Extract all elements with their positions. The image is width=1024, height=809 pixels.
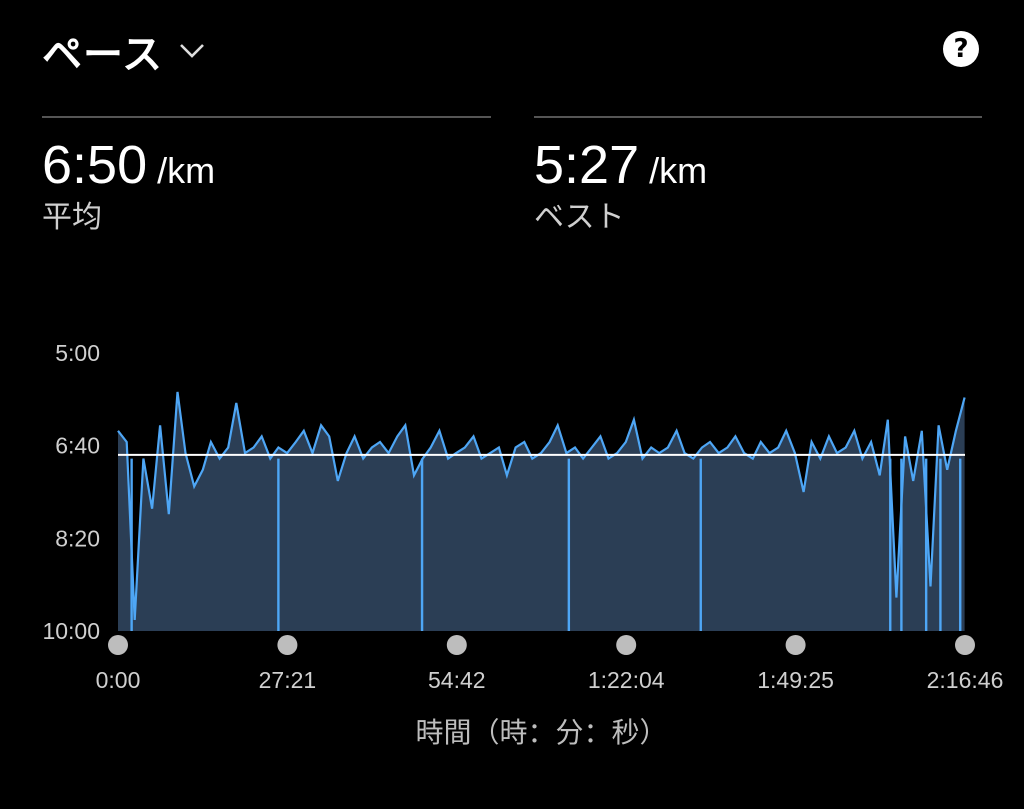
y-tick-label: 6:40 xyxy=(55,433,100,459)
help-icon[interactable]: ? xyxy=(943,31,979,67)
x-tick-label: 0:00 xyxy=(96,667,141,693)
x-tick-dot[interactable] xyxy=(955,635,975,655)
stat-best-unit: /km xyxy=(649,150,708,191)
stat-average-label: 平均 xyxy=(42,200,102,235)
metric-title: ペース xyxy=(42,32,163,78)
x-tick-dot[interactable] xyxy=(108,635,128,655)
stat-average: 6:50/km 平均 xyxy=(42,134,215,236)
x-axis-label: 時間（時：分：秒） xyxy=(415,716,667,749)
x-tick-dot[interactable] xyxy=(446,635,467,655)
x-tick-label: 1:22:04 xyxy=(588,667,665,693)
y-tick-label: 10:00 xyxy=(42,618,100,644)
divider-left xyxy=(42,116,491,118)
pace-area xyxy=(118,391,965,631)
divider-right xyxy=(534,116,982,118)
x-tick-dot[interactable] xyxy=(277,635,298,655)
stat-best-label: ベスト xyxy=(534,200,625,235)
y-tick-label: 8:20 xyxy=(55,525,100,551)
stat-best-value: 5:27 xyxy=(534,135,640,195)
x-tick-label: 54:42 xyxy=(428,667,486,693)
pace-line xyxy=(117,391,966,620)
chevron-down-icon[interactable] xyxy=(177,36,207,66)
x-tick-dot[interactable] xyxy=(616,635,637,655)
y-tick-label: 5:00 xyxy=(55,340,100,366)
stat-best: 5:27/km ベスト xyxy=(534,134,707,236)
stat-average-unit: /km xyxy=(157,150,216,191)
x-tick-dot[interactable] xyxy=(785,635,806,655)
x-tick-label: 2:16:46 xyxy=(927,667,1004,693)
metric-selector[interactable]: ペース xyxy=(42,22,207,80)
stat-average-value: 6:50 xyxy=(42,135,148,195)
x-tick-label: 27:21 xyxy=(259,667,317,693)
x-tick-label: 1:49:25 xyxy=(757,667,834,693)
